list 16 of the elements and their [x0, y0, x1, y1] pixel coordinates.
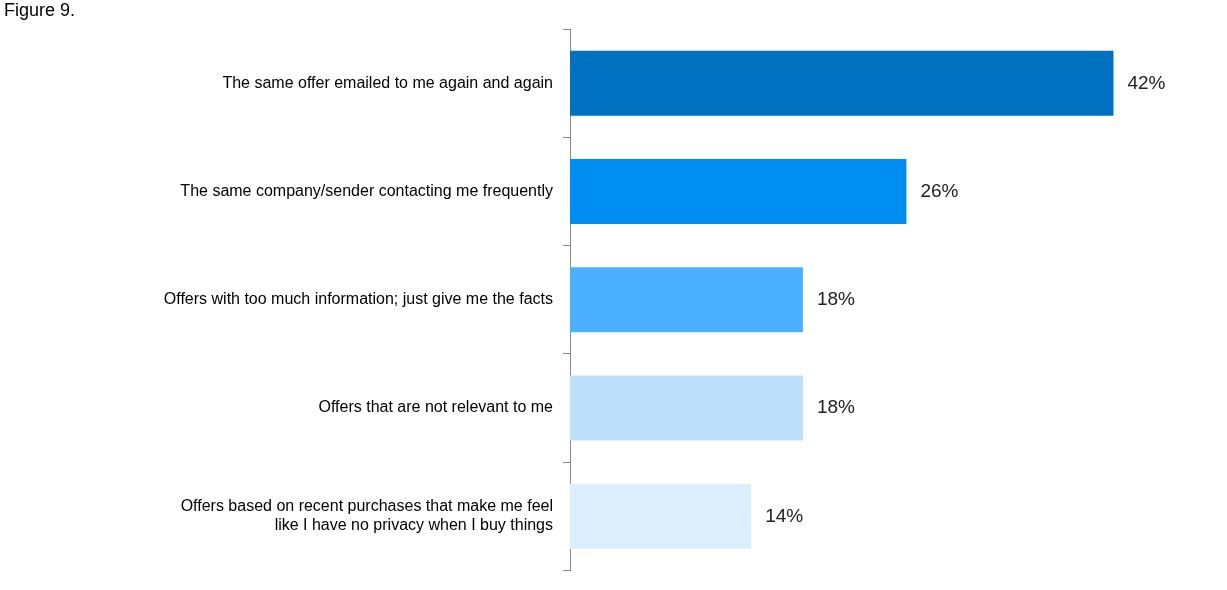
bar [570, 267, 803, 333]
data-label: 42% [1127, 71, 1166, 93]
data-label: 14% [765, 504, 804, 526]
y-tick-label: Offers based on recent purchases that make me feel like I have no privacy when I buy things [180, 497, 553, 534]
data-label: 26% [920, 179, 959, 201]
y-tick-label: Offers that are not relevant to me [318, 398, 554, 416]
y-tick-label: The same company/sender contacting me frequently [180, 181, 553, 199]
data-label: 18% [816, 288, 856, 310]
bar [570, 375, 803, 441]
text: Figure 9. [4, 0, 76, 21]
data-label: 18% [816, 396, 856, 418]
bar [570, 483, 752, 549]
y-tick-label: The same offer emailed to me again and again [222, 73, 553, 91]
bar [570, 159, 907, 225]
bar [570, 50, 1114, 116]
y-tick-label: Offers with too much information; just give me the facts [163, 290, 553, 308]
